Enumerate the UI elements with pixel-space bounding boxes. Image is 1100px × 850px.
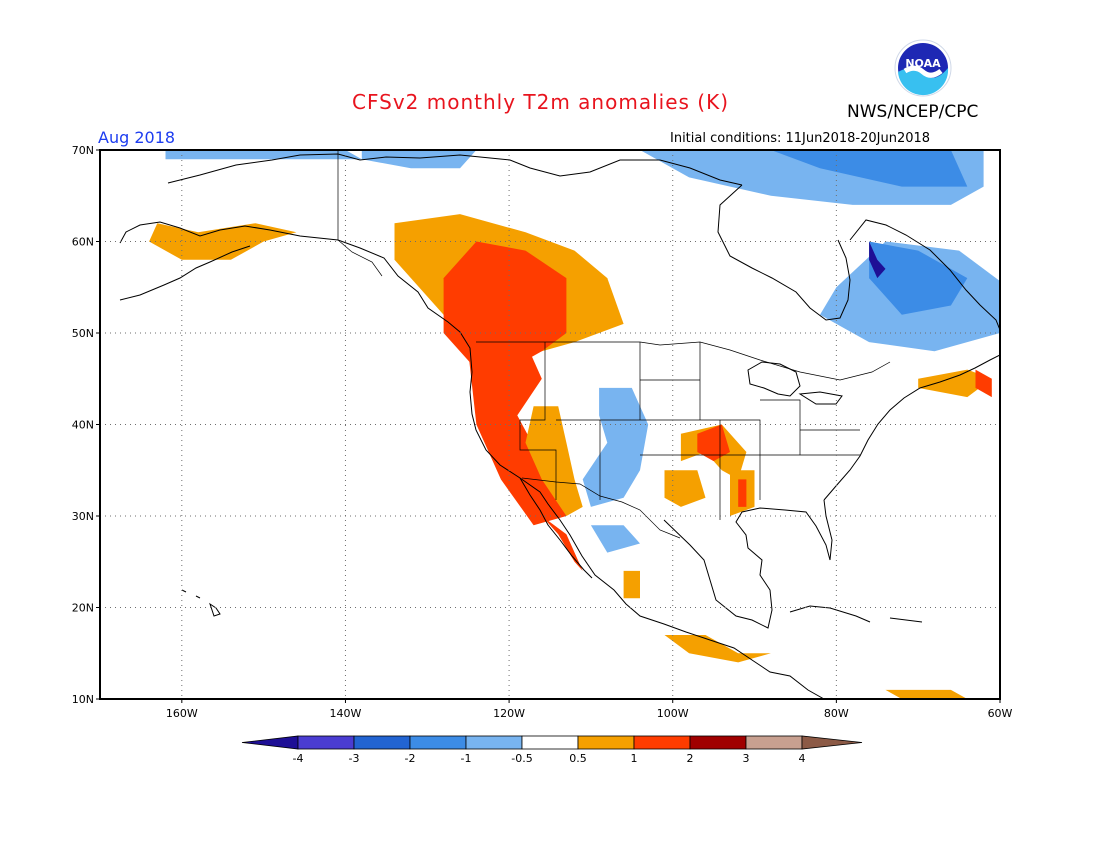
anomaly-region-mexico-cool	[590, 525, 640, 553]
colorbar-label: -3	[349, 752, 360, 765]
anomaly-shading-layer	[149, 150, 1000, 699]
gulf-of-mexico-coast	[663, 499, 833, 629]
anomaly-region-arctic-cooler-east	[770, 150, 968, 187]
colorbar-swatch	[297, 735, 355, 750]
anomaly-region-arctic-cool-west	[165, 150, 362, 160]
lon-tick-label: 80W	[824, 707, 849, 720]
us-mexico-border	[521, 477, 681, 539]
lat-tick-label: 50N	[72, 327, 94, 340]
hawaii	[181, 589, 221, 617]
colorbar-swatch	[745, 735, 803, 750]
colorbar-left-arrow	[241, 735, 299, 750]
noaa-logo-text: NOAA	[905, 57, 941, 70]
anomaly-region-bc-hot	[443, 241, 567, 370]
anomaly-region-louisiana-hot	[738, 479, 747, 507]
anomaly-region-venezuela-warm	[885, 689, 968, 699]
colorbar-swatch	[521, 735, 579, 750]
colorbar-label: -4	[293, 752, 304, 765]
colorbar-label: 0.5	[569, 752, 587, 765]
axis-ticks: 70N 60N 50N 40N 30N 20N 10N 160W 140W 120W 100W 80W…	[72, 144, 1013, 720]
us-canada-border	[476, 341, 891, 381]
lat-tick-label: 40N	[72, 419, 94, 432]
anomaly-region-alaska-warm	[149, 223, 297, 260]
alaska-canada-border	[337, 150, 383, 277]
coastlines	[119, 153, 1000, 699]
lat-tick-label: 20N	[72, 602, 94, 615]
colorbar-label: 1	[631, 752, 638, 765]
anomaly-region-labrador-cold	[869, 241, 886, 279]
us-state-lines	[519, 342, 860, 520]
chart-title: CFSv2 monthly T2m anomalies (K)	[352, 90, 729, 114]
lon-tick-label: 140W	[330, 707, 362, 720]
lat-tick-label: 10N	[72, 693, 94, 706]
graticule	[100, 150, 1000, 699]
baja-coast	[519, 477, 593, 579]
lon-tick-label: 160W	[166, 707, 198, 720]
valid-month: Aug 2018	[98, 128, 176, 147]
colorbar-swatch	[465, 735, 523, 750]
lon-tick-label: 100W	[657, 707, 689, 720]
anomaly-region-plains-hot	[697, 424, 730, 462]
colorbar-swatch	[689, 735, 747, 750]
east-coast	[823, 354, 1000, 501]
colorbar-right-arrow	[801, 735, 863, 750]
initial-conditions: Initial conditions: 11Jun2018-20Jun2018	[670, 131, 931, 146]
lat-tick-label: 30N	[72, 510, 94, 523]
colorbar-swatch	[633, 735, 691, 750]
anomaly-region-southwest-warm	[525, 406, 583, 516]
lat-tick-label: 60N	[72, 236, 94, 249]
anomaly-region-maritime-hot	[975, 369, 992, 398]
lon-tick-label: 60W	[988, 707, 1013, 720]
north-america-coast	[119, 153, 825, 699]
colorbar: -4 -3 -2 -1 -0.5 0.5 1 2 3 4	[241, 735, 863, 765]
colorbar-label: -2	[405, 752, 416, 765]
colorbar-swatch	[577, 735, 635, 750]
colorbar-label: 3	[743, 752, 750, 765]
org-label: NWS/NCEP/CPC	[847, 102, 979, 122]
colorbar-label: 4	[799, 752, 806, 765]
alaska-peninsula-coast	[119, 245, 251, 301]
hudson-bay-coast	[717, 184, 851, 321]
anomaly-region-arctic-cool-mid	[361, 150, 477, 169]
colorbar-label: -0.5	[511, 752, 532, 765]
anomaly-region-rockies-cool	[582, 387, 649, 507]
lon-tick-label: 120W	[493, 707, 525, 720]
anomaly-region-maritime-warm	[918, 369, 992, 398]
lat-tick-label: 70N	[72, 144, 94, 157]
colorbar-swatch	[409, 735, 467, 750]
noaa-logo: NOAA	[893, 38, 953, 102]
anomaly-region-central-america-warm	[664, 635, 771, 663]
colorbar-label: -1	[461, 752, 472, 765]
anomaly-region-labrador-cooler	[869, 241, 968, 315]
colorbar-swatch	[353, 735, 411, 750]
noaa-emblem-icon: NOAA	[894, 39, 952, 97]
labrador-coast	[849, 219, 1000, 331]
political-borders	[337, 150, 891, 539]
colorbar-label: 2	[687, 752, 694, 765]
anomaly-region-mexico-warm	[623, 570, 640, 599]
anomaly-region-texas-warm	[664, 470, 706, 507]
